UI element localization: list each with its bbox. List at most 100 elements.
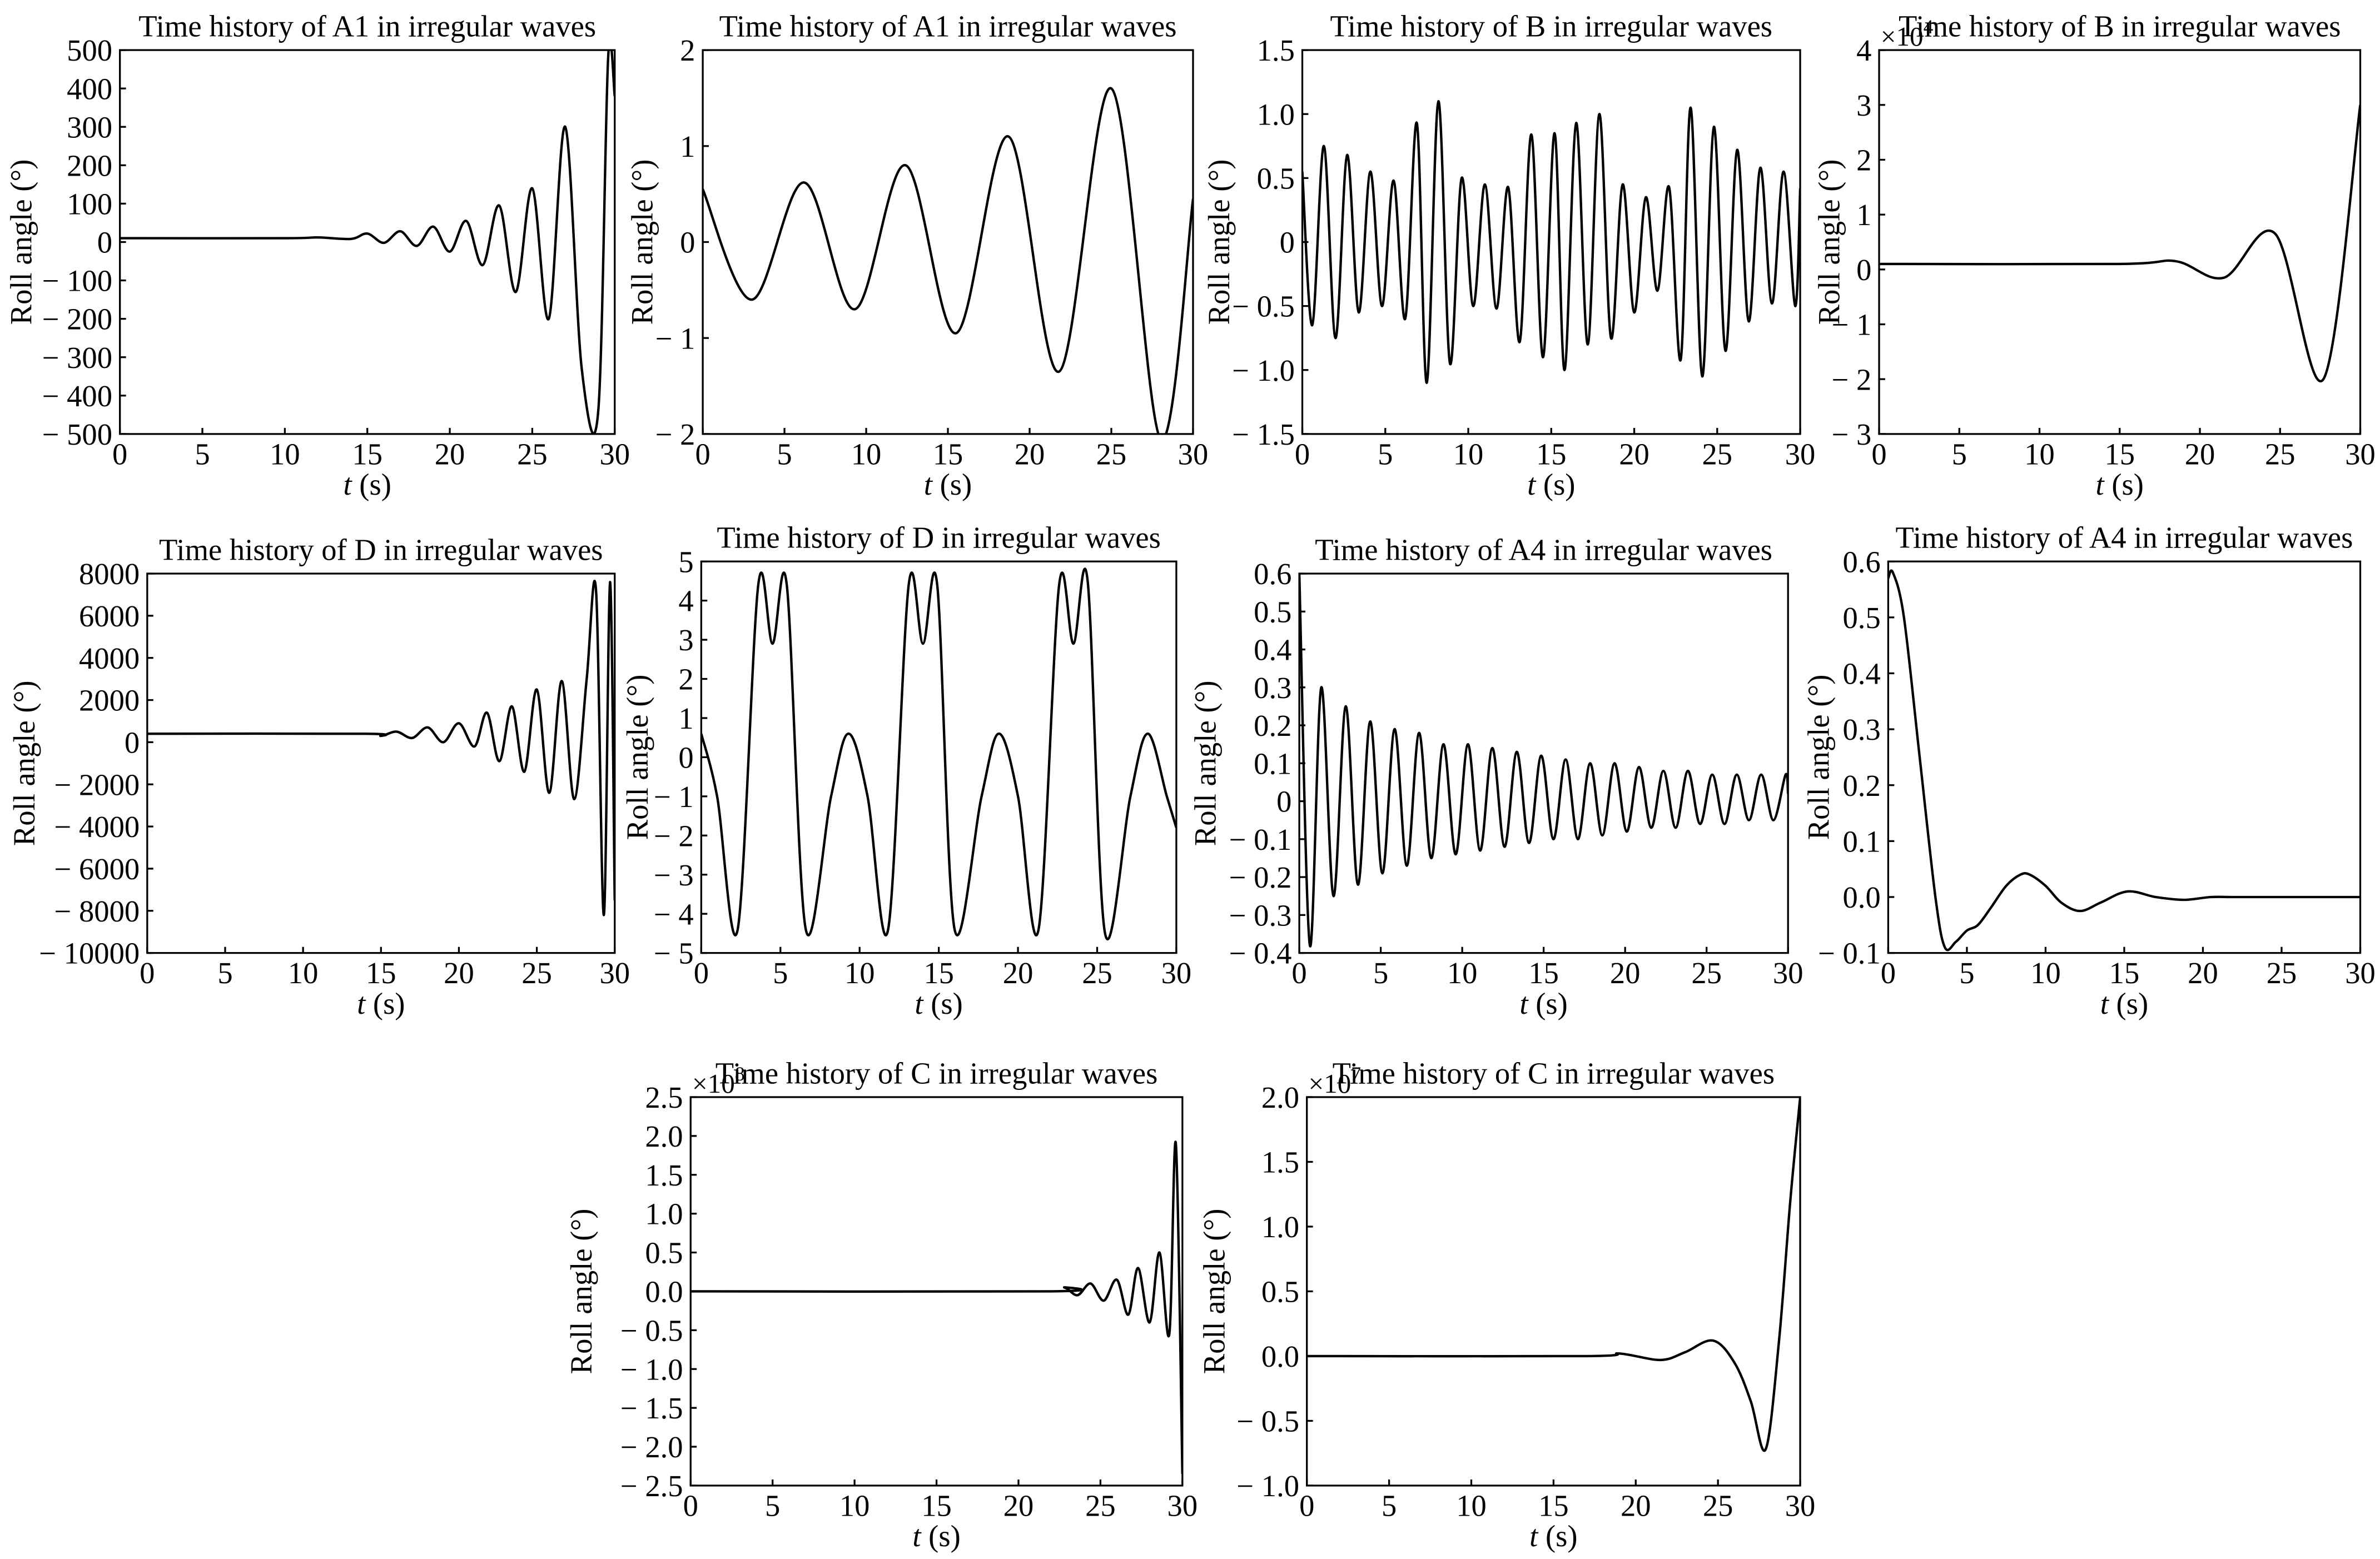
x-tick-label: 25	[2265, 437, 2295, 471]
y-axis-label: Roll angle (°)	[564, 1209, 598, 1374]
y-tick-label: 8000	[79, 557, 140, 591]
y-tick-label: 0.5	[1843, 601, 1881, 635]
x-tick-label: 30	[1785, 1488, 1816, 1522]
y-tick-label: 6000	[79, 599, 140, 633]
data-line	[703, 87, 1193, 434]
data-line	[147, 580, 615, 917]
y-tick-label: − 0.4	[1229, 937, 1292, 970]
chart-panel-2: Time history of A1 in irregular waves 0 5 1…	[625, 9, 1208, 502]
x-tick-label: 15	[1528, 956, 1559, 990]
x-axis-label: t (s)	[357, 987, 405, 1020]
y-tick-label: − 1	[655, 321, 695, 355]
y-tick-label: − 4	[654, 897, 694, 931]
y-tick-label: 300	[67, 110, 112, 144]
y-tick-label: − 5	[654, 937, 694, 970]
y-tick-label: 2000	[79, 684, 140, 718]
x-tick-label: 20	[1003, 1488, 1034, 1522]
y-tick-label: 0.1	[1843, 824, 1881, 858]
y-axis-label: Roll angle (°)	[625, 160, 659, 325]
x-axis-label: t (s)	[1519, 987, 1567, 1020]
x-tick-label: 25	[1703, 1488, 1733, 1522]
x-tick-label: 30	[2345, 956, 2376, 990]
y-tick-label: 1.5	[645, 1158, 683, 1192]
y-tick-label: 1.5	[1257, 33, 1295, 67]
x-axis-label: t (s)	[924, 467, 972, 501]
y-tick-label: 0.2	[1843, 769, 1881, 803]
x-tick-label: 25	[1085, 1488, 1116, 1522]
x-tick-label: 5	[765, 1488, 780, 1522]
y-tick-label: − 1	[1832, 308, 1872, 342]
y-tick-label: 0.5	[1257, 161, 1295, 195]
y-tick-label: 0.4	[1843, 657, 1881, 691]
x-tick-label: 20	[435, 437, 465, 471]
axis-exponent: ×108	[692, 1063, 745, 1099]
y-tick-label: 2.5	[645, 1080, 683, 1114]
x-tick-label: 15	[366, 956, 396, 990]
data-line	[1306, 1097, 1801, 1452]
y-tick-label: − 500	[42, 417, 112, 451]
x-tick-label: 5	[1382, 1488, 1397, 1522]
x-tick-label: 0	[683, 1488, 698, 1522]
x-tick-label: 0	[694, 956, 709, 990]
x-tick-label: 10	[1447, 956, 1478, 990]
x-tick-label: 15	[921, 1488, 952, 1522]
x-tick-label: 15	[2104, 437, 2135, 471]
x-axis-label: t (s)	[915, 987, 962, 1020]
y-tick-label: 1	[1856, 198, 1871, 232]
y-tick-label: − 1.5	[1232, 417, 1295, 451]
y-tick-label: 0.3	[1843, 713, 1881, 746]
chart-panel-5: Time history of D in irregular waves 0 5 10…	[7, 532, 630, 1020]
x-tick-label: 0	[1295, 437, 1310, 471]
y-tick-label: − 3	[1832, 417, 1872, 451]
x-tick-label: 15	[2109, 956, 2140, 990]
y-tick-label: 1.5	[1261, 1145, 1299, 1179]
chart-panel-7: Time history of A4 in irregular waves 0 5 1…	[1188, 532, 1803, 1020]
y-tick-label: 4000	[79, 641, 140, 675]
y-tick-label: − 10000	[39, 937, 140, 970]
x-tick-label: 5	[777, 437, 792, 471]
y-tick-label: − 1	[654, 780, 694, 814]
y-tick-label: 0.0	[1843, 880, 1881, 914]
y-tick-label: − 0.5	[620, 1313, 683, 1347]
x-tick-label: 25	[1096, 437, 1127, 471]
y-tick-label: 0.1	[1254, 746, 1291, 780]
chart-title: Time history of C in irregular waves	[1333, 1056, 1775, 1090]
x-axis-label: t (s)	[2100, 987, 2148, 1020]
x-tick-label: 25	[1702, 437, 1733, 471]
x-tick-label: 0	[1881, 956, 1896, 990]
data-line	[1879, 104, 2361, 382]
chart-panel-1: Time history of A1 in irregular waves 0 5 1…	[4, 9, 630, 502]
y-axis-label: Roll angle (°)	[4, 160, 38, 325]
y-tick-label: − 1.0	[1236, 1469, 1299, 1503]
x-tick-label: 10	[1456, 1488, 1487, 1522]
x-tick-label: 0	[695, 437, 710, 471]
y-tick-label: − 2.5	[620, 1469, 683, 1503]
y-tick-label: 0	[678, 740, 693, 774]
y-axis-label: Roll angle (°)	[1198, 1209, 1231, 1374]
x-tick-label: 30	[599, 437, 630, 471]
y-axis-label: Roll angle (°)	[1812, 160, 1846, 325]
x-tick-label: 25	[1082, 956, 1112, 990]
x-tick-label: 0	[140, 956, 155, 990]
y-axis-label: Roll angle (°)	[1188, 680, 1222, 846]
y-tick-label: 1.0	[1261, 1210, 1299, 1244]
y-axis-label: Roll angle (°)	[1202, 160, 1236, 325]
data-line	[1302, 99, 1801, 384]
y-tick-label: − 4000	[54, 810, 140, 844]
x-tick-label: 20	[444, 956, 474, 990]
y-tick-label: − 2	[654, 819, 694, 853]
chart-title: Time history of D in irregular waves	[717, 521, 1161, 555]
x-tick-label: 20	[2185, 437, 2215, 471]
y-tick-label: − 100	[42, 264, 112, 298]
chart-title: Time history of A1 in irregular waves	[138, 9, 596, 43]
y-tick-label: 0	[97, 226, 112, 260]
y-tick-label: 0	[125, 725, 140, 759]
x-tick-label: 15	[933, 437, 963, 471]
y-tick-label: − 0.5	[1236, 1404, 1299, 1438]
y-tick-label: − 0.1	[1229, 823, 1292, 856]
x-axis-label: t (s)	[1529, 1519, 1577, 1553]
x-tick-label: 30	[599, 956, 630, 990]
x-tick-label: 5	[1952, 437, 1967, 471]
